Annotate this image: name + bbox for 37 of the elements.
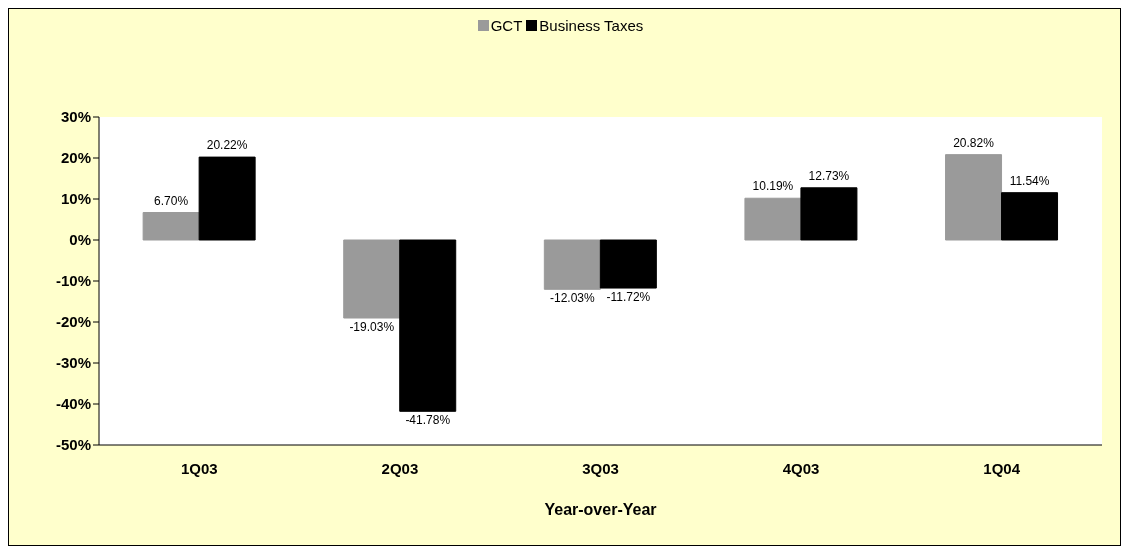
bar bbox=[800, 187, 858, 241]
data-label: 6.70% bbox=[154, 193, 189, 208]
x-tick-label: 2Q03 bbox=[381, 459, 419, 477]
y-tick-label: -20% bbox=[55, 313, 91, 331]
y-tick-label: 30% bbox=[60, 108, 91, 126]
data-label: 20.22% bbox=[206, 138, 248, 153]
data-label: 10.19% bbox=[752, 179, 794, 194]
legend-label: Business Taxes bbox=[538, 17, 644, 34]
y-tick-label: 0% bbox=[69, 231, 91, 249]
data-label: -11.72% bbox=[606, 290, 651, 305]
data-label: 11.54% bbox=[1009, 173, 1050, 188]
bar bbox=[142, 212, 200, 241]
x-tick-label: 1Q03 bbox=[180, 459, 218, 477]
data-label: 12.73% bbox=[808, 168, 850, 183]
data-label: -19.03% bbox=[349, 320, 395, 335]
x-axis-title: Year-over-Year bbox=[544, 501, 657, 518]
bar bbox=[599, 239, 657, 289]
data-label: -41.78% bbox=[405, 413, 451, 428]
x-tick-label: 3Q03 bbox=[582, 459, 619, 477]
bar bbox=[744, 197, 802, 241]
bar bbox=[198, 156, 256, 241]
y-tick-label: -50% bbox=[55, 436, 91, 454]
y-tick-label: 10% bbox=[60, 190, 91, 208]
bar bbox=[945, 154, 1003, 241]
y-tick-label: 20% bbox=[60, 149, 91, 167]
legend-label: GCT bbox=[489, 17, 523, 34]
y-tick-label: -10% bbox=[55, 272, 91, 290]
y-tick-label: -30% bbox=[55, 354, 91, 372]
x-tick-label: 1Q04 bbox=[983, 459, 1021, 477]
bar bbox=[1001, 192, 1059, 241]
bar bbox=[399, 239, 457, 412]
data-label: 20.82% bbox=[953, 135, 995, 150]
y-tick-label: -40% bbox=[55, 395, 91, 413]
bar bbox=[343, 239, 401, 319]
data-label: -12.03% bbox=[549, 291, 596, 306]
bar bbox=[543, 239, 601, 290]
x-tick-label: 4Q03 bbox=[782, 459, 820, 477]
